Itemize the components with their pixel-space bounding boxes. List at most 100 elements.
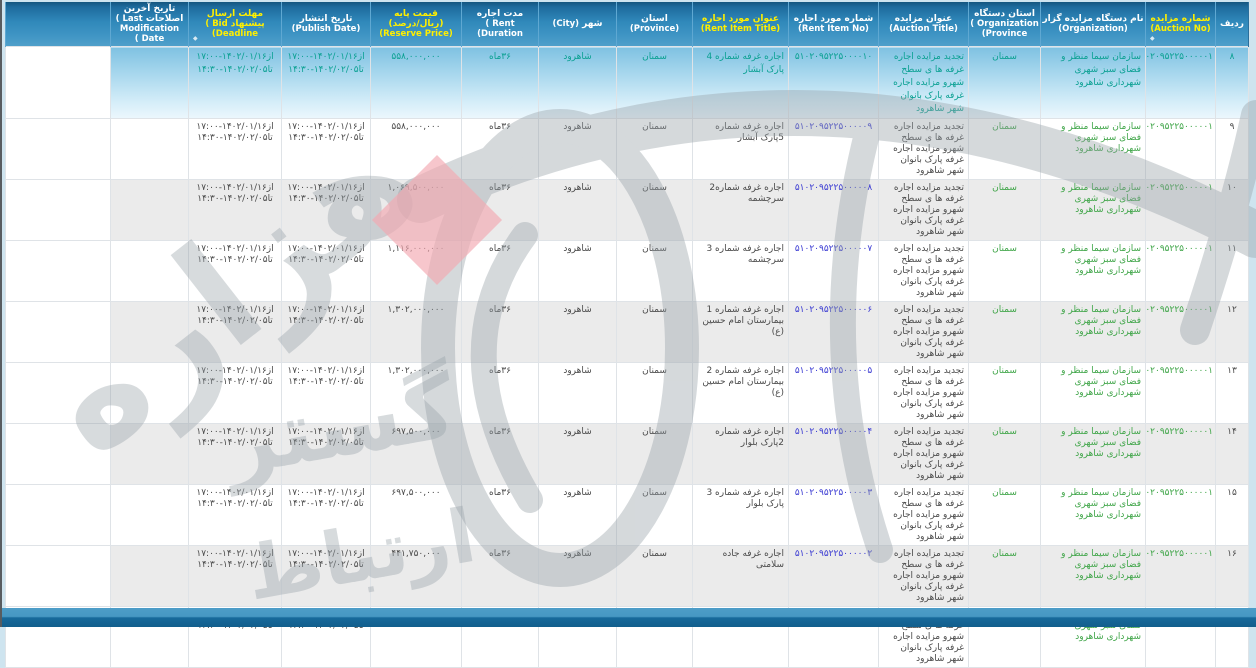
city-cell: شاهرود — [538, 423, 617, 485]
province-cell: سمنان — [616, 484, 693, 546]
rent-item-no-link[interactable]: ۵۱۰۲۰۹۵۲۲۵۰۰۰۰۰۸ — [794, 183, 873, 193]
duration-cell: ۳۶ماه — [461, 240, 539, 302]
header-province: استان (Province) — [616, 2, 693, 47]
province-cell: سمنان — [616, 423, 693, 485]
rent-item-no-link[interactable]: ۵۱۰۲۰۹۵۲۲۵۰۰۰۰۰۷ — [794, 244, 873, 254]
organization-cell: سازمان سیما منظر و فضای سبز شهری شهرداری… — [1040, 545, 1146, 607]
row-number: ۱۰ — [1215, 179, 1249, 241]
row-number: ۱۳ — [1215, 362, 1249, 424]
city-cell: شاهرود — [538, 301, 617, 363]
auction-title-cell: تجدید مزایده اجاره غرفه ها ی سطح شهرو مز… — [878, 362, 969, 424]
province-cell: سمنان — [616, 362, 693, 424]
last-modification-cell — [110, 484, 189, 546]
empty-cell — [5, 301, 111, 363]
auction-title-cell: تجدید مزایده اجاره غرفه ها ی سطح شهرو مز… — [878, 301, 969, 363]
empty-cell — [5, 46, 111, 119]
header-price[interactable]: قیمت پایه (ریال/درصد) (Reserve Price) — [370, 2, 462, 47]
rent-item-title-cell: اجاره غرفه شماره 5پارک آبشار — [692, 118, 789, 180]
rent-item-title-cell: اجاره غرفه شماره2 سرچشمه — [692, 179, 789, 241]
auction-title-cell: تجدید مزایده اجاره غرفه ها ی سطح شهرو مز… — [878, 484, 969, 546]
rent-item-no-link[interactable]: ۵۱۰۲۰۹۵۲۲۵۰۰۰۰۰۶ — [794, 305, 873, 315]
auction-title-cell: تجدید مزایده اجاره غرفه ها ی سطح شهرو مز… — [878, 179, 969, 241]
header-row: ردیف شماره مزایده (Auction No) ◆ نام دستگا… — [5, 2, 1249, 47]
auction-title-cell: تجدید مزایده اجاره غرفه ها ی سطح شهرو مز… — [878, 240, 969, 302]
organization-province-cell: سمنان — [968, 118, 1041, 180]
row-number: ۱۴ — [1215, 423, 1249, 485]
province-cell: سمنان — [616, 118, 693, 180]
auction-no-link[interactable]: ۵۰۰۲۰۹۵۲۲۵۰۰۰۰۰۱ — [1145, 52, 1214, 62]
organization-province-cell: سمنان — [968, 423, 1041, 485]
auction-no-link[interactable]: ۵۰۰۲۰۹۵۲۲۵۰۰۰۰۰۱ — [1145, 549, 1214, 559]
rent-item-title-cell: اجاره غرفه شماره 3 سرچشمه — [692, 240, 789, 302]
table-row[interactable]: ۹ ۵۰۰۲۰۹۵۲۲۵۰۰۰۰۰۱ سازمان سیما منظر و فض… — [5, 118, 1249, 180]
table-row[interactable]: ۱۴ ۵۰۰۲۰۹۵۲۲۵۰۰۰۰۰۱ سازمان سیما منظر و ف… — [5, 423, 1249, 485]
province-cell: سمنان — [616, 545, 693, 607]
header-organization-province: استان دستگاه( Organization (Province — [968, 2, 1041, 47]
city-cell: شاهرود — [538, 46, 617, 119]
rent-item-title-cell: اجاره غرفه شماره 4 پارک آبشار — [692, 46, 789, 119]
header-publish-date: تاریخ انتشار (Publish Date) — [281, 2, 371, 47]
rent-item-no-link[interactable]: ۵۱۰۲۰۹۵۲۲۵۰۰۰۰۰۲ — [794, 549, 873, 559]
organization-cell: سازمان سیما منظر و فضای سبز شهری شهرداری… — [1040, 484, 1146, 546]
auction-no-link[interactable]: ۵۰۰۲۰۹۵۲۲۵۰۰۰۰۰۱ — [1145, 488, 1214, 498]
organization-province-cell: سمنان — [968, 484, 1041, 546]
last-modification-cell — [110, 301, 189, 363]
header-bid-deadline[interactable]: مهلت ارسال پیشنهاد ( Bid (Deadline ◆ — [188, 2, 282, 47]
organization-province-cell: سمنان — [968, 240, 1041, 302]
empty-cell — [5, 118, 111, 180]
auction-no-link[interactable]: ۵۰۰۲۰۹۵۲۲۵۰۰۰۰۰۱ — [1145, 244, 1214, 254]
rent-item-title-cell: اجاره غرفه شماره 2 بیمارستان امام حسین (… — [692, 362, 789, 424]
organization-cell: سازمان سیما منظر و فضای سبز شهری شهرداری… — [1040, 179, 1146, 241]
duration-cell: ۳۶ماه — [461, 484, 539, 546]
row-number: ۱۲ — [1215, 301, 1249, 363]
last-modification-cell — [110, 423, 189, 485]
sort-icon[interactable]: ◆ — [193, 35, 198, 42]
price-cell: ۱,۳۰۲,۰۰۰,۰۰۰ — [370, 301, 462, 363]
auction-no-link[interactable]: ۵۰۰۲۰۹۵۲۲۵۰۰۰۰۰۱ — [1145, 305, 1214, 315]
auction-no-link[interactable]: ۵۰۰۲۰۹۵۲۲۵۰۰۰۰۰۱ — [1145, 427, 1214, 437]
table-row[interactable]: ۱۱ ۵۰۰۲۰۹۵۲۲۵۰۰۰۰۰۱ سازمان سیما منظر و ف… — [5, 240, 1249, 302]
rent-item-title-cell: اجاره غرفه شماره 1 بیمارستان امام حسین (… — [692, 301, 789, 363]
table-row[interactable]: ۱۵ ۵۰۰۲۰۹۵۲۲۵۰۰۰۰۰۱ سازمان سیما منظر و ف… — [5, 484, 1249, 546]
empty-cell — [5, 423, 111, 485]
auction-title-cell: تجدید مزایده اجاره غرفه ها ی سطح شهرو مز… — [878, 423, 969, 485]
auction-no-link[interactable]: ۵۰۰۲۰۹۵۲۲۵۰۰۰۰۰۱ — [1145, 366, 1214, 376]
rent-item-no-link[interactable]: ۵۱۰۲۰۹۵۲۲۵۰۰۰۰۱۰ — [794, 52, 873, 62]
footer-bar — [0, 608, 1256, 627]
organization-cell: سازمان سیما منظر و فضای سبز شهری شهرداری… — [1040, 46, 1146, 119]
header-auction-no[interactable]: شماره مزایده (Auction No) ◆ — [1145, 2, 1216, 47]
auction-title-cell: تجدید مزایده اجاره غرفه ها ی سطح شهرو مز… — [878, 545, 969, 607]
empty-cell — [5, 545, 111, 607]
rent-item-no-link[interactable]: ۵۱۰۲۰۹۵۲۲۵۰۰۰۰۰۹ — [794, 122, 873, 132]
duration-cell: ۳۶ماه — [461, 179, 539, 241]
auction-no-link[interactable]: ۵۰۰۲۰۹۵۲۲۵۰۰۰۰۰۱ — [1145, 122, 1214, 132]
table-row[interactable]: ۱۶ ۵۰۰۲۰۹۵۲۲۵۰۰۰۰۰۱ سازمان سیما منظر و ف… — [5, 545, 1249, 607]
rent-item-no-link[interactable]: ۵۱۰۲۰۹۵۲۲۵۰۰۰۰۰۵ — [794, 366, 873, 376]
auction-title-cell: تجدید مزایده اجاره غرفه ها ی سطح شهرو مز… — [878, 46, 969, 119]
sort-icon[interactable]: ◆ — [1150, 35, 1155, 42]
auction-no-link[interactable]: ۵۰۰۲۰۹۵۲۲۵۰۰۰۰۰۱ — [1145, 183, 1214, 193]
table-row[interactable]: ۸ ۵۰۰۲۰۹۵۲۲۵۰۰۰۰۰۱ سازمان سیما منظر و فض… — [5, 46, 1249, 119]
header-duration: مدت اجاره( Rent (Duration — [461, 2, 539, 47]
rent-item-no-link[interactable]: ۵۱۰۲۰۹۵۲۲۵۰۰۰۰۰۳ — [794, 488, 873, 498]
organization-cell: سازمان سیما منظر و فضای سبز شهری شهرداری… — [1040, 240, 1146, 302]
city-cell: شاهرود — [538, 118, 617, 180]
header-auction-title: عنوان مزایده (Auction Title) — [878, 2, 969, 47]
rent-item-title-cell: اجاره غرفه شماره 2پارک بلوار — [692, 423, 789, 485]
header-organization: نام دستگاه مزایده گزار (Organization) — [1040, 2, 1146, 47]
table-row[interactable]: ۱۳ ۵۰۰۲۰۹۵۲۲۵۰۰۰۰۰۱ سازمان سیما منظر و ف… — [5, 362, 1249, 424]
organization-cell: سازمان سیما منظر و فضای سبز شهری شهرداری… — [1040, 362, 1146, 424]
rent-item-no-link[interactable]: ۵۱۰۲۰۹۵۲۲۵۰۰۰۰۰۴ — [794, 427, 873, 437]
header-rowno: ردیف — [1215, 2, 1249, 47]
header-rent-item-title[interactable]: عنوان مورد اجاره (Rent Item Title) — [692, 2, 789, 47]
table-row[interactable]: ۱۰ ۵۰۰۲۰۹۵۲۲۵۰۰۰۰۰۱ سازمان سیما منظر و ف… — [5, 179, 1249, 241]
table-row[interactable]: ۱۲ ۵۰۰۲۰۹۵۲۲۵۰۰۰۰۰۱ سازمان سیما منظر و ف… — [5, 301, 1249, 363]
